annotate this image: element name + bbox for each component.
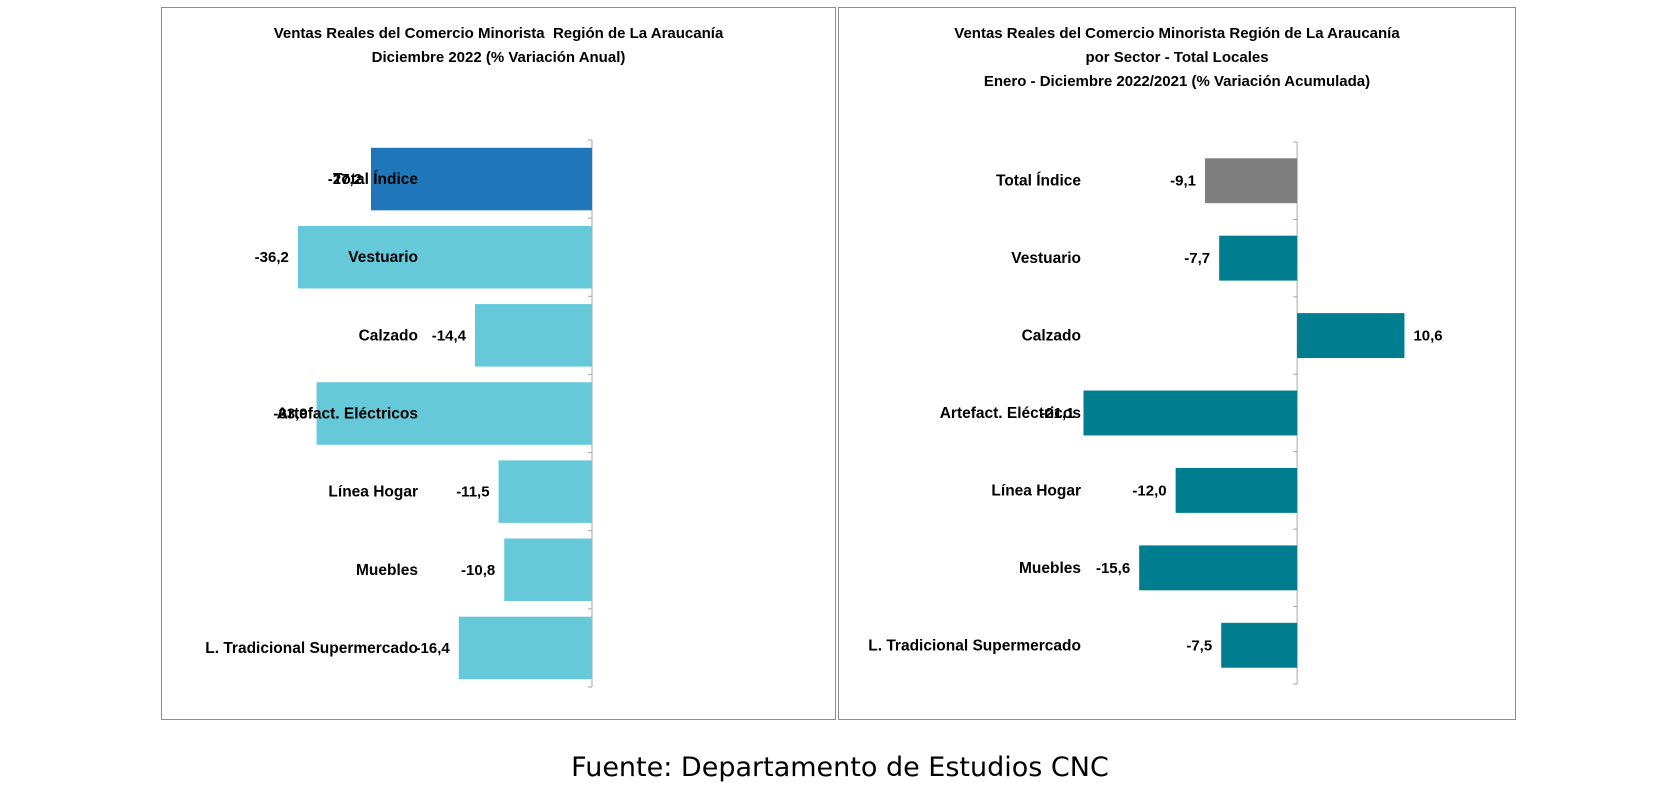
bar-value-label: -7,5 <box>1186 637 1212 654</box>
bar-value-label: 10,6 <box>1413 328 1442 345</box>
chart-title-right: Ventas Reales del Comercio Minorista Reg… <box>839 22 1515 94</box>
category-label: Muebles <box>356 562 418 579</box>
bar <box>1221 622 1298 668</box>
bar <box>297 225 592 289</box>
bar <box>1175 467 1298 513</box>
category-label: Vestuario <box>1011 250 1081 267</box>
chart-title-line: Ventas Reales del Comercio Minorista Reg… <box>273 25 724 42</box>
bar-value-label: -9,1 <box>1170 173 1196 190</box>
category-label: Línea Hogar <box>991 482 1081 499</box>
bar-value-label: -14,4 <box>432 327 467 344</box>
category-label: Artefact. Eléctricos <box>277 406 418 423</box>
category-label: Calzado <box>359 327 418 344</box>
category-label: L. Tradicional Supermercado <box>868 637 1081 654</box>
category-label: Línea Hogar <box>328 484 418 501</box>
bar <box>1204 158 1298 204</box>
bar-value-label: -16,4 <box>416 640 451 657</box>
bar-value-label: -11,5 <box>456 484 489 501</box>
bar-chart-right: -9,1 Total Índice -7,7 Vestuario 10,6 Calzado… <box>868 141 1443 685</box>
bar <box>475 304 592 367</box>
bar <box>1297 313 1405 359</box>
bar-value-label: -27,2 <box>328 171 362 188</box>
category-label: Vestuario <box>348 249 418 266</box>
bar-value-label: -7,7 <box>1184 250 1210 267</box>
chart-title-line: Enero - Diciembre 2022/2021 (% Variación… <box>983 73 1371 90</box>
category-label: L. Tradicional Supermercado <box>205 640 418 657</box>
bar <box>504 538 592 602</box>
chart-title-line: Diciembre 2022 (% Variación Anual) <box>371 49 626 66</box>
bar-value-label: -12,0 <box>1132 482 1166 499</box>
category-label: Calzado <box>1022 328 1081 345</box>
bar <box>498 460 592 523</box>
bar <box>1219 235 1298 281</box>
chart-title-left: Ventas Reales del Comercio Minorista Reg… <box>162 22 835 70</box>
category-label: Muebles <box>1019 560 1081 577</box>
chart-panel-left: Ventas Reales del Comercio Minorista Reg… <box>161 7 836 720</box>
chart-panel-right: Ventas Reales del Comercio Minorista Reg… <box>838 7 1516 720</box>
category-label: Artefact. Eléctricos <box>940 405 1081 422</box>
bar <box>371 147 592 211</box>
chart-title-line: por Sector - Total Locales <box>1085 49 1269 66</box>
category-label: Total Índice <box>996 173 1081 190</box>
chart-title-line: Ventas Reales del Comercio Minorista Reg… <box>954 25 1400 42</box>
bar-value-label: -15,6 <box>1096 560 1130 577</box>
bar-value-label: -10,8 <box>461 562 495 579</box>
source-note: Fuente: Departamento de Estudios CNC <box>571 752 1109 783</box>
bar-value-label: -21,1 <box>1040 405 1074 422</box>
bar <box>1083 390 1298 436</box>
bar-value-label: -33,9 <box>273 406 307 423</box>
bar-value-label: -36,2 <box>255 249 289 266</box>
bar <box>316 382 592 445</box>
bar <box>458 616 592 680</box>
bar <box>1139 545 1298 591</box>
category-label: Total Índice <box>333 171 418 188</box>
